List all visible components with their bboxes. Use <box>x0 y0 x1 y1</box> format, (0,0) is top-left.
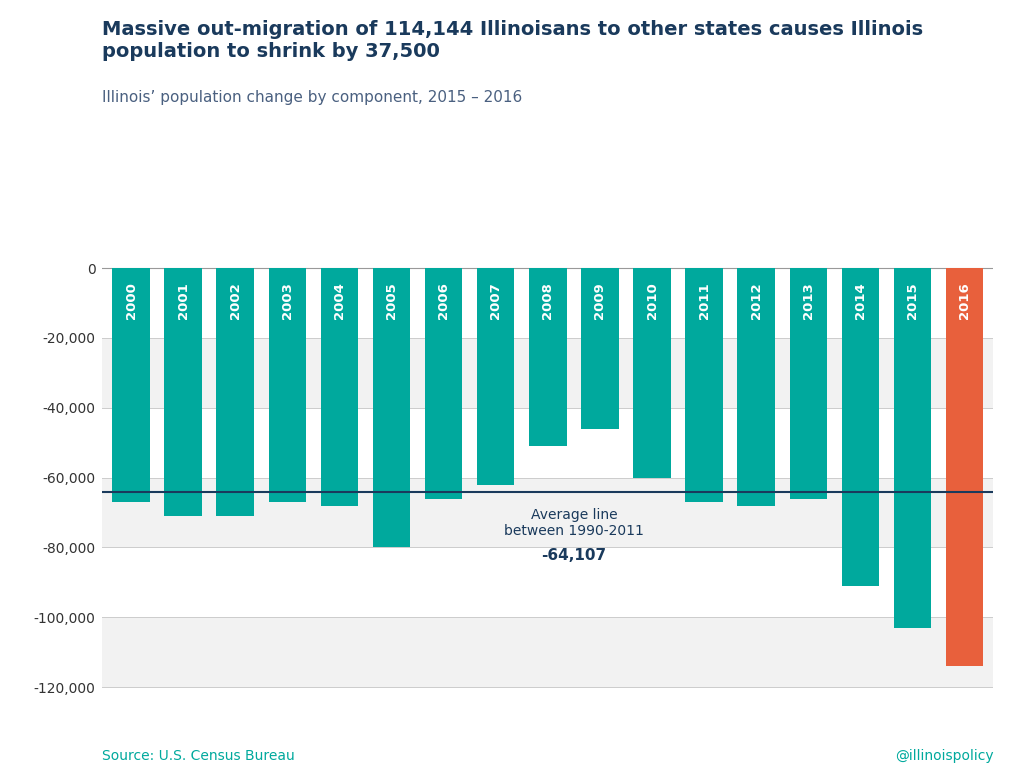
Text: 2013: 2013 <box>802 282 815 319</box>
Bar <box>685 268 723 502</box>
Bar <box>477 268 514 485</box>
Bar <box>216 268 254 516</box>
Text: Average line
between 1990-2011: Average line between 1990-2011 <box>504 507 644 538</box>
Text: 2012: 2012 <box>750 282 763 319</box>
Text: 2008: 2008 <box>542 282 554 319</box>
Text: 2003: 2003 <box>281 282 294 319</box>
Text: Source: U.S. Census Bureau: Source: U.S. Census Bureau <box>102 749 295 763</box>
Bar <box>737 268 775 506</box>
Text: 2015: 2015 <box>906 282 919 319</box>
Bar <box>165 268 202 516</box>
Bar <box>102 687 993 705</box>
Bar <box>582 268 618 429</box>
Bar <box>373 268 411 547</box>
Text: 2010: 2010 <box>645 282 658 319</box>
Bar <box>102 268 993 338</box>
Text: 2005: 2005 <box>385 282 398 319</box>
Text: 2007: 2007 <box>489 282 502 319</box>
Bar <box>113 268 150 502</box>
Text: @illinoispolicy: @illinoispolicy <box>895 749 993 763</box>
Text: Illinois’ population change by component, 2015 – 2016: Illinois’ population change by component… <box>102 90 522 105</box>
Bar <box>425 268 463 499</box>
Bar <box>529 268 566 446</box>
Bar <box>102 617 993 687</box>
Text: 2004: 2004 <box>333 282 346 319</box>
Bar <box>102 338 993 408</box>
Bar <box>946 268 983 666</box>
Text: 2009: 2009 <box>594 282 606 319</box>
Text: 2006: 2006 <box>437 282 451 319</box>
Text: 2011: 2011 <box>697 282 711 319</box>
Bar <box>790 268 827 499</box>
Text: 2000: 2000 <box>125 282 137 319</box>
Bar <box>102 408 993 478</box>
Text: 2014: 2014 <box>854 282 867 319</box>
Bar <box>633 268 671 478</box>
Text: 2002: 2002 <box>228 282 242 319</box>
Text: -64,107: -64,107 <box>542 548 606 563</box>
Bar <box>102 478 993 547</box>
Bar <box>321 268 358 506</box>
Text: 2016: 2016 <box>958 282 971 319</box>
Text: 2001: 2001 <box>177 282 189 319</box>
Text: Massive out-migration of 114,144 Illinoisans to other states causes Illinois
pop: Massive out-migration of 114,144 Illinoi… <box>102 20 924 60</box>
Bar <box>842 268 880 586</box>
Bar <box>894 268 931 628</box>
Bar <box>102 547 993 617</box>
Bar <box>268 268 306 502</box>
Bar <box>102 251 993 268</box>
